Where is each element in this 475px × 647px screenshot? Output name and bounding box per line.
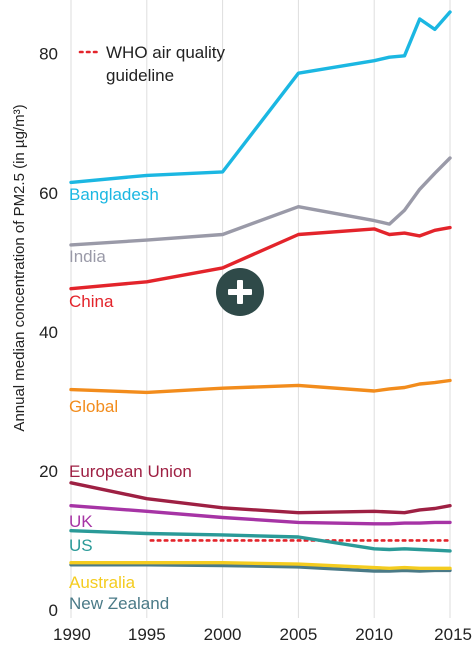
y-axis-label: Annual median concentration of PM2.5 (in… — [11, 104, 28, 431]
x-tick-label: 2000 — [204, 625, 242, 644]
zoom-button[interactable] — [216, 268, 264, 316]
series-labels: Bangladesh India China Global European Union… — [69, 185, 192, 613]
legend: WHO air quality guideline — [78, 43, 226, 85]
series-label-new-zealand: New Zealand — [69, 594, 169, 613]
series-label-china: China — [69, 292, 114, 311]
x-tick-label: 2015 — [434, 625, 472, 644]
series-label-uk: UK — [69, 512, 93, 531]
series-label-us: US — [69, 536, 93, 555]
series-line-european-union — [69, 481, 452, 515]
x-tick-label: 2010 — [355, 625, 393, 644]
x-tick-label: 2005 — [279, 625, 317, 644]
y-tick-label: 20 — [39, 462, 58, 481]
series-line-new-zealand — [69, 563, 452, 573]
series-line-us — [69, 529, 452, 553]
series-label-european-union: European Union — [69, 462, 192, 481]
series-line-uk — [69, 504, 452, 526]
y-tick-label: 0 — [49, 601, 58, 620]
x-axis-ticks: 1990 1995 2000 2005 2010 2015 — [53, 625, 472, 644]
y-tick-label: 80 — [39, 45, 58, 64]
series-line-china — [69, 225, 452, 291]
x-tick-label: 1995 — [128, 625, 166, 644]
y-tick-label: 40 — [39, 323, 58, 342]
series-label-global: Global — [69, 397, 118, 416]
series-lines — [69, 10, 452, 573]
legend-label-line2: guideline — [106, 66, 174, 85]
series-line-global — [69, 378, 452, 395]
series-label-india: India — [69, 247, 106, 266]
y-axis-ticks: 0 20 40 60 80 — [39, 45, 58, 620]
legend-label-line1: WHO air quality — [106, 43, 226, 62]
x-tick-label: 1990 — [53, 625, 91, 644]
series-line-india — [69, 156, 452, 247]
series-line-bangladesh — [69, 10, 452, 185]
series-line-australia — [69, 561, 452, 570]
y-tick-label: 60 — [39, 184, 58, 203]
series-label-australia: Australia — [69, 573, 136, 592]
series-label-bangladesh: Bangladesh — [69, 185, 159, 204]
